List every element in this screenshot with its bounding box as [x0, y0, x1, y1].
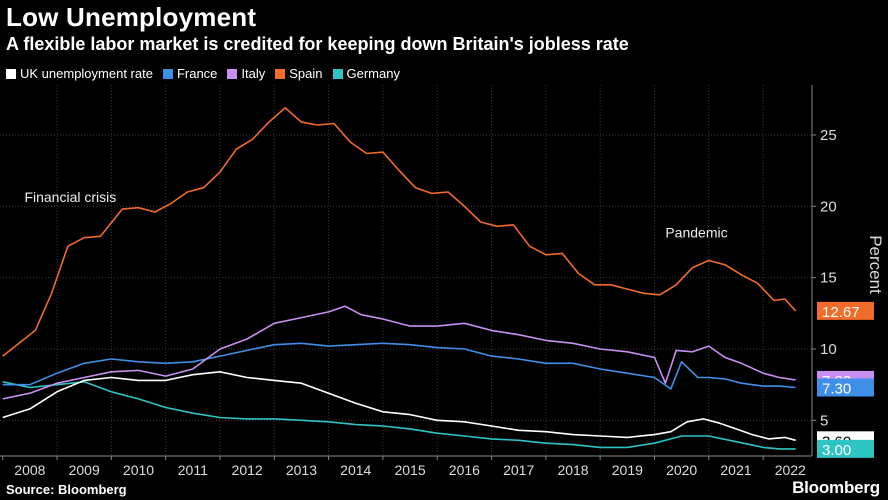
x-tick-label-2018: 2018 [557, 462, 588, 478]
bloomberg-logo: Bloomberg [792, 478, 880, 497]
y-tick-label-10: 10 [820, 341, 837, 358]
x-tick-label-2012: 2012 [232, 462, 263, 478]
legend-swatch-germany [332, 68, 343, 79]
annotation-0: Financial crisis [24, 189, 116, 205]
legend-label-spain: Spain [289, 66, 323, 81]
x-tick-label-2011: 2011 [178, 462, 208, 478]
x-tick-label-2015: 2015 [394, 462, 425, 478]
end-label-text-spain: 12.67 [822, 304, 860, 321]
legend-label-france: France [176, 66, 218, 81]
x-tick-label-2020: 2020 [666, 462, 697, 478]
legend: UK unemployment rate France Italy Spain … [6, 66, 400, 81]
x-tick-label-2009: 2009 [69, 462, 100, 478]
end-label-box-germany [817, 439, 874, 458]
y-axis-label: Percent [866, 235, 885, 294]
annotation-1: Pandemic [665, 225, 727, 241]
y-tick-label-25: 25 [820, 127, 837, 144]
x-tick-label-2022: 2022 [775, 462, 806, 478]
x-tick-label-2017: 2017 [503, 462, 534, 478]
y-tick-label-5: 5 [820, 412, 828, 429]
x-tick-label-2019: 2019 [612, 462, 643, 478]
x-tick-label-2021: 2021 [720, 462, 751, 478]
legend-item-uk: UK unemployment rate [6, 66, 153, 81]
x-tick-label-2014: 2014 [340, 462, 371, 478]
chart-subtitle: A flexible labor market is credited for … [6, 34, 629, 54]
end-label-text-germany: 3.00 [822, 442, 851, 459]
x-tick-label-2008: 2008 [14, 462, 45, 478]
legend-label-italy: Italy [241, 66, 266, 81]
x-tick-label-2013: 2013 [286, 462, 317, 478]
end-label-germany: 3.00 [817, 439, 874, 459]
series-line-germany [2, 380, 796, 450]
y-tick-label-15: 15 [820, 270, 837, 287]
legend-swatch-italy [227, 68, 238, 79]
chart-title: Low Unemployment [6, 2, 257, 32]
end-label-france: 7.30 [817, 378, 874, 398]
source-note: Source: Bloomberg [6, 482, 127, 497]
y-tick-label-20: 20 [820, 198, 837, 215]
legend-item-spain: Spain [275, 66, 323, 81]
x-tick-label-2016: 2016 [449, 462, 480, 478]
end-label-box-spain [817, 301, 874, 320]
legend-swatch-france [162, 68, 173, 79]
legend-item-italy: Italy [227, 66, 265, 81]
legend-item-france: France [162, 66, 218, 81]
legend-label-germany: Germany [346, 66, 400, 81]
legend-swatch-spain [275, 68, 286, 79]
end-label-text-france: 7.30 [822, 381, 851, 398]
x-tick-label-2010: 2010 [123, 462, 154, 478]
end-label-box-france [817, 378, 874, 397]
series-line-italy [2, 305, 796, 400]
end-label-spain: 12.67 [817, 301, 874, 321]
legend-label-uk: UK unemployment rate [20, 66, 153, 81]
series-line-france [2, 342, 796, 390]
legend-swatch-uk [6, 68, 16, 79]
series-line-uk [2, 370, 796, 442]
legend-item-germany: Germany [332, 66, 400, 81]
series-line-spain [2, 107, 797, 357]
